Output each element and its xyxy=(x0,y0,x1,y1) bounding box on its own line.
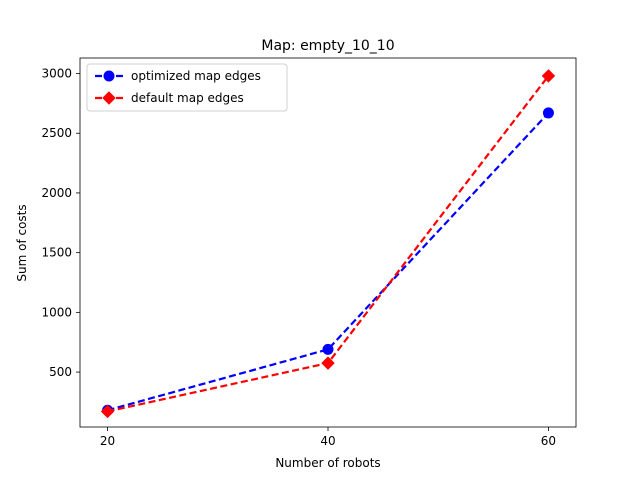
plot-area: 20 40 60 500 1000 1500 2000 2500 3000 xyxy=(41,57,577,448)
data-point xyxy=(100,404,115,419)
data-point xyxy=(542,107,554,119)
x-tick-label: 20 xyxy=(100,434,115,448)
y-axis-label: Sum of costs xyxy=(15,204,29,281)
legend-marker xyxy=(102,91,116,105)
legend-label: default map edges xyxy=(131,91,244,105)
legend-label: optimized map edges xyxy=(131,69,261,83)
legend: optimized map edges default map edges xyxy=(86,63,288,112)
x-tick-label: 60 xyxy=(541,434,556,448)
y-tick-label: 3000 xyxy=(41,67,72,81)
y-tick-label: 500 xyxy=(49,365,72,379)
y-tick-label: 1500 xyxy=(41,246,72,260)
y-tick-label: 1000 xyxy=(41,305,72,319)
chart-title: Map: empty_10_10 xyxy=(261,38,394,54)
series-2 xyxy=(100,69,556,419)
data-point xyxy=(541,69,556,83)
y-tick-label: 2500 xyxy=(41,126,72,140)
series-line xyxy=(107,112,550,412)
data-point xyxy=(321,356,335,370)
x-tick-label: 40 xyxy=(320,434,335,448)
legend-box xyxy=(86,63,288,112)
y-tick-label: 2000 xyxy=(41,186,72,200)
data-point xyxy=(322,343,334,355)
legend-marker xyxy=(103,70,115,82)
x-axis-label: Number of robots xyxy=(275,456,380,470)
